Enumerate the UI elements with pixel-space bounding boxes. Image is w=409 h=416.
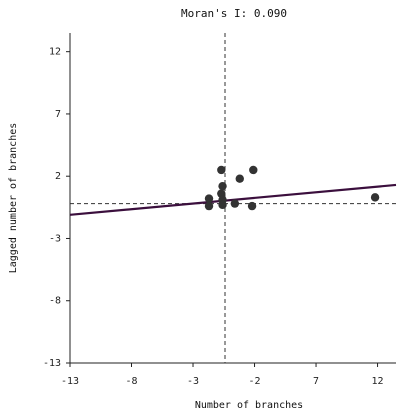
y-tick-label: 7: [55, 109, 61, 120]
x-tick-label: 7: [313, 376, 319, 387]
data-point: [218, 181, 227, 191]
y-tick-label: -8: [49, 296, 61, 307]
y-tick-label: -13: [43, 358, 61, 369]
data-point: [217, 165, 226, 175]
data-point: [247, 201, 257, 211]
chart-title: Moran's I: 0.090: [181, 7, 287, 20]
x-tick-label: -13: [61, 376, 79, 387]
plot-area: -13 -8 -3 2 7 12 -13 -8 -3 -2 7 12: [43, 33, 397, 387]
data-point: [249, 165, 258, 175]
data-point: [218, 200, 227, 210]
data-point: [217, 189, 226, 198]
y-axis-label: Lagged number of branches: [8, 123, 19, 274]
y-tick-label: 12: [49, 47, 61, 58]
data-point: [204, 201, 214, 211]
data-point: [235, 174, 244, 183]
data-point: [370, 193, 380, 202]
data-point: [204, 194, 214, 203]
y-tick-label: -3: [49, 233, 61, 244]
data-point: [230, 199, 240, 208]
x-tick-label: -8: [125, 376, 137, 387]
x-axis-label: Number of branches: [195, 400, 303, 411]
y-tick-label: 2: [55, 171, 61, 182]
x-tick-label: -3: [187, 376, 199, 387]
x-tick-label: 12: [372, 376, 384, 387]
x-tick-label: -2: [249, 376, 261, 387]
